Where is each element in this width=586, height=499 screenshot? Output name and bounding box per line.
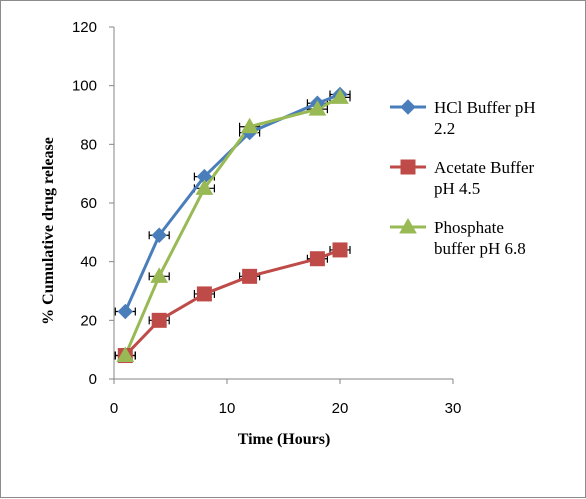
x-tick-label: 0 <box>110 400 118 417</box>
y-ticks: 0 20 40 60 80 100 120 <box>72 19 114 388</box>
legend: HCl Buffer pH 2.2 Acetate Buffer pH 4.5 Phos… <box>390 98 536 258</box>
data-point-2 <box>240 117 259 134</box>
x-tick-label: 10 <box>219 400 236 417</box>
y-tick-label: 60 <box>80 195 97 212</box>
legend-label-1: Acetate Buffer pH 4.5 <box>434 158 535 198</box>
data-point-1 <box>242 268 258 284</box>
data-point-1 <box>151 312 167 328</box>
data-point-2 <box>308 100 327 116</box>
data-point-1 <box>196 286 212 302</box>
y-tick-label: 100 <box>72 78 97 95</box>
y-tick-label: 120 <box>72 19 97 36</box>
data-point-0 <box>117 303 134 320</box>
x-axis-title: Time (Hours) <box>238 431 331 448</box>
data-point-2 <box>116 346 135 363</box>
data-point-2 <box>331 88 349 104</box>
series-markers <box>116 86 349 364</box>
x-tick-label: 30 <box>445 400 462 417</box>
legend-marker-0 <box>400 99 416 115</box>
legend-marker-1 <box>400 159 416 175</box>
y-tick-label: 20 <box>80 312 97 329</box>
y-tick-label: 40 <box>80 254 97 271</box>
y-axis-title: % Cumulative drug release <box>40 137 57 325</box>
y-tick-label: 0 <box>89 371 97 388</box>
data-point-1 <box>332 242 348 258</box>
data-point-2 <box>195 179 214 195</box>
legend-label-2: Phosphate buffer pH 6.8 <box>434 218 526 258</box>
error-bars <box>114 90 351 360</box>
x-tick-label: 20 <box>332 400 349 417</box>
y-tick-label: 80 <box>80 136 97 153</box>
data-point-1 <box>309 251 325 267</box>
data-point-2 <box>150 267 169 283</box>
data-point-0 <box>151 227 167 243</box>
x-ticks: 0 10 20 30 <box>110 379 462 417</box>
legend-label-0: HCl Buffer pH 2.2 <box>434 98 536 138</box>
legend-marker-2 <box>399 217 417 234</box>
series-line-1 <box>124 248 341 357</box>
